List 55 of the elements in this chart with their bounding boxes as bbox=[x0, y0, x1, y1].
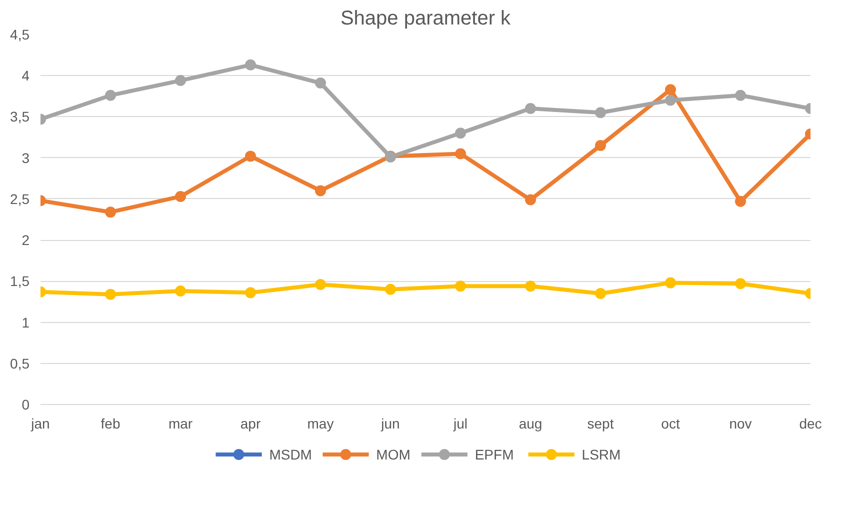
point bbox=[105, 288, 116, 300]
legend-label: LSRM bbox=[582, 446, 621, 462]
y-tick-label: 4,5 bbox=[10, 26, 30, 42]
y-tick-label: 0 bbox=[22, 396, 30, 412]
point bbox=[455, 128, 466, 139]
point bbox=[665, 94, 676, 106]
x-tick-label: sept bbox=[587, 416, 614, 432]
legend-label: MOM bbox=[376, 446, 410, 462]
point bbox=[105, 90, 116, 101]
point bbox=[735, 196, 746, 207]
point bbox=[175, 75, 186, 86]
point bbox=[105, 206, 116, 218]
point bbox=[315, 278, 326, 290]
x-tick-label: feb bbox=[100, 416, 120, 432]
x-tick-label: mar bbox=[168, 416, 193, 432]
x-tick-label: nov bbox=[729, 416, 752, 432]
point bbox=[315, 78, 326, 88]
point bbox=[385, 284, 396, 295]
x-tick-label: apr bbox=[240, 416, 261, 432]
point bbox=[525, 194, 536, 206]
point bbox=[175, 190, 186, 202]
chart-title: Shape parameter k bbox=[340, 8, 512, 30]
legend-label: EPFM bbox=[474, 446, 514, 462]
y-tick-label: 4 bbox=[22, 68, 30, 84]
x-tick-label: jan bbox=[30, 416, 50, 432]
x-tick-label: may bbox=[307, 416, 334, 432]
point bbox=[525, 280, 536, 292]
legend-label: MSDM bbox=[269, 446, 312, 462]
y-tick-label: 2,5 bbox=[10, 190, 30, 207]
y-tick-label: 1,5 bbox=[10, 273, 30, 290]
point bbox=[735, 90, 746, 101]
point bbox=[245, 150, 256, 162]
point bbox=[665, 277, 676, 288]
point bbox=[455, 148, 466, 160]
point bbox=[175, 286, 186, 297]
x-tick-label: dec bbox=[799, 416, 822, 432]
x-tick-label: oct bbox=[661, 416, 680, 432]
point bbox=[595, 140, 606, 151]
y-tick-label: 3 bbox=[22, 150, 30, 166]
point bbox=[245, 59, 256, 70]
point bbox=[595, 107, 606, 118]
point bbox=[315, 185, 326, 196]
y-tick-label: 2 bbox=[22, 232, 30, 248]
point bbox=[595, 288, 606, 299]
x-tick-label: jun bbox=[380, 416, 400, 432]
y-tick-label: 1 bbox=[22, 314, 30, 330]
y-tick-label: 3,5 bbox=[10, 108, 30, 125]
point bbox=[525, 103, 536, 114]
point bbox=[735, 278, 746, 290]
point bbox=[665, 84, 676, 96]
point bbox=[245, 287, 256, 298]
y-tick-label: 0,5 bbox=[10, 355, 30, 372]
point bbox=[455, 280, 466, 292]
x-tick-label: jul bbox=[452, 416, 468, 432]
x-tick-label: aug bbox=[518, 416, 542, 432]
